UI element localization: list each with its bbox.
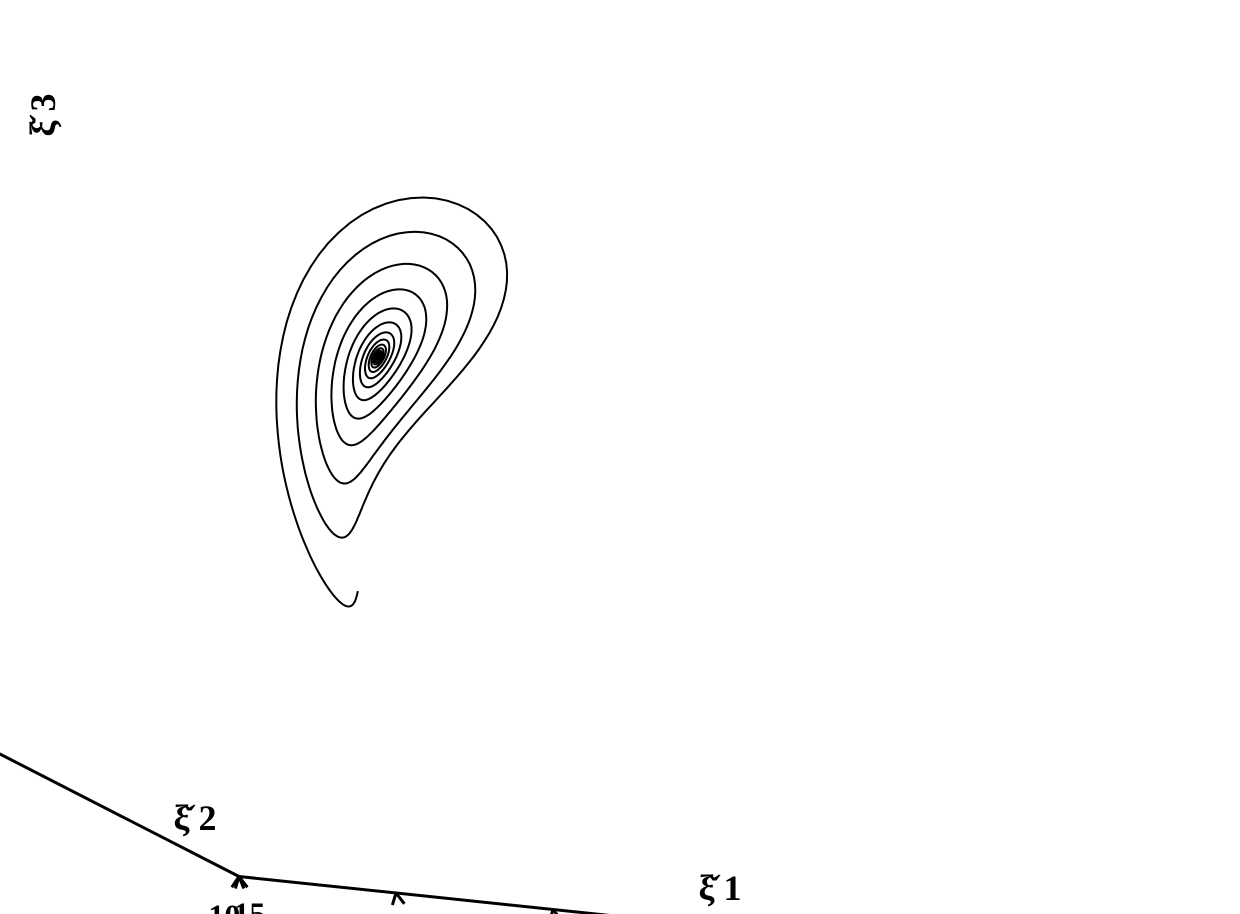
trajectory-curve <box>276 198 507 607</box>
tick-x <box>392 893 396 905</box>
axis-label-x: ξ̌ 1 <box>698 868 741 908</box>
axis-x <box>239 877 1024 914</box>
axis-label-y: ξ̌ 2 <box>173 798 216 838</box>
tick-label-y: -10 <box>198 898 241 914</box>
axis-label-z: ξ̌ 3 <box>23 93 63 136</box>
